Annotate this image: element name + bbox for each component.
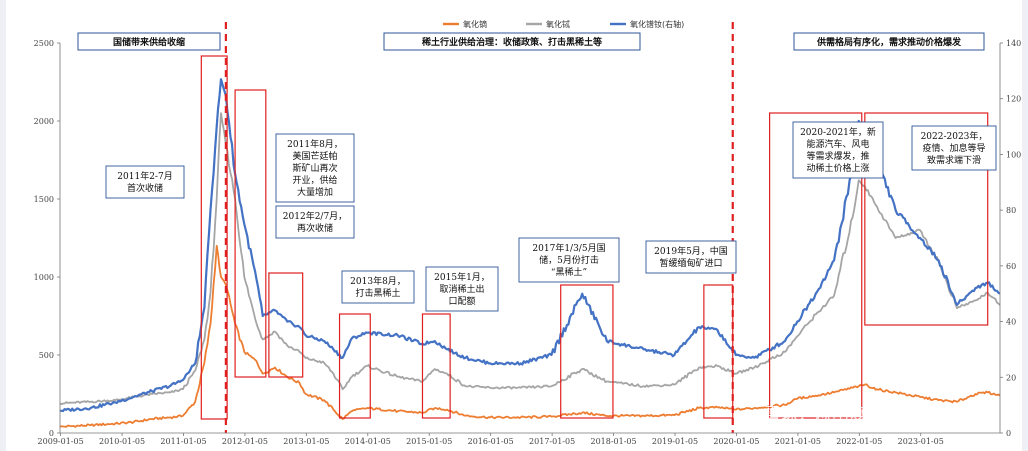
annotation-box [275, 133, 355, 203]
annotation-box [911, 125, 997, 171]
y-right-tick-label: 20 [1006, 373, 1016, 382]
legend-label-2: 氧化镨钕(右轴) [630, 19, 684, 29]
highlight-box [200, 55, 228, 420]
annotation-text: 储，5月份打击 [539, 254, 599, 266]
x-tick-label: 2022-01-05 [836, 437, 882, 446]
annotation-text: 2013年8月， [350, 275, 406, 287]
x-tick-label: 2019-01-05 [652, 437, 698, 446]
annotation-text: 打击黑稀土 [355, 287, 400, 299]
highlight-box [864, 112, 989, 326]
highlight-box [421, 313, 451, 419]
annotation-text: 能源汽车、风电 [806, 138, 869, 150]
y-left-tick-label: 500 [39, 351, 54, 360]
highlight-box [268, 272, 304, 378]
annotation-text: 2019年5月，中国 [654, 245, 728, 257]
annotation-text: 等需求爆发，推 [806, 150, 869, 162]
series-line-0 [59, 244, 1001, 428]
annotation-text: 首次收储 [127, 182, 163, 194]
annotation-text: 口配额 [448, 295, 475, 307]
highlight-box [338, 313, 371, 419]
annotation-text: 暂缓缅甸矿进口 [659, 257, 722, 269]
y-left-tick-label: 0 [49, 429, 54, 438]
y-left-tick-label: 1500 [34, 195, 54, 204]
annotation-text: 致需求端下滑 [927, 154, 981, 166]
annotation-text: 斯矿山再次 [292, 162, 337, 174]
annotation-text: “黑稀土” [551, 266, 587, 278]
period-title-text: 国储带来供给收缩 [113, 36, 185, 48]
annotation-text: 2011年2-7月 [117, 170, 172, 182]
y-right-tick-label: 120 [1006, 95, 1021, 104]
x-tick-label: 2010-01-05 [99, 437, 145, 446]
annotation-text: 大量增加 [297, 186, 333, 198]
x-tick-label: 2020-01-05 [713, 437, 759, 446]
watermark-text: 雪球：欧阳复盘 [764, 405, 883, 425]
highlight-box [234, 89, 267, 378]
y-right-tick-label: 100 [1006, 150, 1021, 159]
annotation-text: 开业，供给 [292, 174, 337, 186]
x-tick-label: 2015-01-05 [406, 437, 452, 446]
y-right-tick-label: 140 [1006, 39, 1021, 48]
x-tick-label: 2011-01-05 [160, 437, 206, 446]
highlight-box [769, 112, 863, 419]
annotation-box [518, 237, 620, 283]
annotation-text: 2020-2021年，新 [800, 126, 876, 138]
annotation-box [792, 121, 884, 179]
y-right-tick-label: 80 [1006, 206, 1016, 215]
highlight-box [703, 284, 734, 419]
series-line-1 [59, 112, 1001, 406]
y-right-tick-label: 0 [1006, 429, 1011, 438]
annotation-text: 取消稀土出 [439, 283, 484, 295]
period-title-box [793, 32, 985, 51]
legend-label-0: 氧化镝 [463, 19, 487, 29]
annotation-text: 美国芒廷帕 [292, 150, 337, 162]
x-tick-label: 2014-01-05 [345, 437, 391, 446]
series-line-2 [59, 78, 1001, 413]
annotation-box [645, 240, 737, 274]
annotation-text: 疫情、加息等导 [922, 142, 985, 154]
period-title-text: 供需格局有序化，需求推动价格爆发 [816, 36, 962, 48]
annotation-box [341, 270, 415, 304]
annotation-text: 2017年1/3/5月国 [532, 242, 605, 254]
y-left-tick-label: 1000 [34, 273, 54, 282]
chart-panel: 2011年2-7月 首次收储 2011年8月， 美国芒廷帕 斯矿山再次 开业，供给 大量增加… [6, 0, 1022, 451]
annotation-text: 2011年8月， [287, 138, 343, 150]
annotation-text: 2022-2023年， [921, 130, 988, 142]
x-tick-label: 2013-01-05 [283, 437, 329, 446]
period-title-box [383, 32, 641, 51]
y-left-tick-label: 2500 [34, 39, 54, 48]
y-left-tick-label: 2000 [34, 117, 54, 126]
annotation-text: 再次收储 [297, 222, 333, 234]
x-tick-label: 2016-01-05 [468, 437, 514, 446]
y-right-tick-label: 40 [1006, 318, 1016, 327]
x-tick-label: 2009-01-05 [38, 437, 84, 446]
annotation-box [275, 205, 355, 239]
annotation-text: 2015年1月， [434, 271, 490, 283]
annotation-box [105, 165, 185, 199]
period-title-text: 稀土行业供给治理：收储政策、打击黑稀土等 [422, 36, 602, 48]
x-tick-label: 2021-01-05 [775, 437, 821, 446]
highlight-box [560, 284, 614, 419]
legend-label-1: 氧化铽 [546, 19, 570, 29]
annotation-text: 动稀土价格上涨 [806, 162, 869, 174]
period-title-box [77, 32, 221, 51]
x-tick-label: 2012-01-05 [222, 437, 268, 446]
x-tick-label: 2018-01-05 [590, 437, 636, 446]
x-tick-label: 2023-01-05 [898, 437, 944, 446]
y-right-tick-label: 60 [1006, 262, 1016, 271]
x-tick-label: 2017-01-05 [529, 437, 575, 446]
annotation-text: 2012年2/7月， [283, 210, 347, 222]
annotation-box [425, 266, 499, 312]
